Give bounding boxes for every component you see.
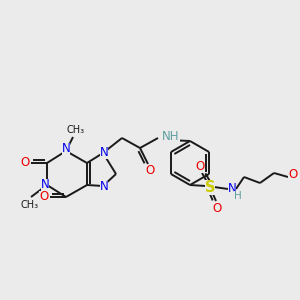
Text: H: H	[234, 191, 242, 201]
Text: O: O	[195, 160, 205, 172]
Text: O: O	[39, 190, 49, 203]
Text: O: O	[20, 157, 30, 169]
Text: N: N	[100, 181, 108, 194]
Text: O: O	[212, 202, 222, 214]
Text: N: N	[40, 178, 50, 191]
Text: O: O	[146, 164, 154, 178]
Text: N: N	[61, 142, 70, 155]
Text: CH₃: CH₃	[21, 200, 39, 210]
Text: S: S	[205, 179, 215, 194]
Text: NH: NH	[162, 130, 179, 142]
Text: N: N	[228, 182, 236, 196]
Text: CH₃: CH₃	[67, 125, 85, 135]
Text: N: N	[100, 146, 108, 158]
Text: O: O	[288, 167, 298, 181]
